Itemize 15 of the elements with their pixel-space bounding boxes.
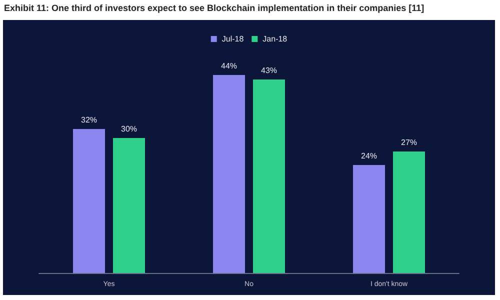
data-label: 32% <box>80 116 98 124</box>
data-label: 44% <box>220 62 238 70</box>
bar <box>253 80 285 273</box>
bar <box>113 138 145 273</box>
legend-label: Jul-18 <box>222 34 244 44</box>
data-label: 30% <box>120 124 138 134</box>
bar <box>353 165 385 273</box>
bar <box>73 129 105 273</box>
data-label: 24% <box>360 152 378 160</box>
chart-title: Exhibit 11: One third of investors expect to see Blockchain implementation in their companies [11] <box>4 3 426 13</box>
legend-label: Jan-18 <box>262 34 288 44</box>
data-label: 27% <box>400 138 418 147</box>
data-label: 43% <box>260 66 278 75</box>
bar <box>393 152 425 273</box>
bar <box>213 75 245 273</box>
